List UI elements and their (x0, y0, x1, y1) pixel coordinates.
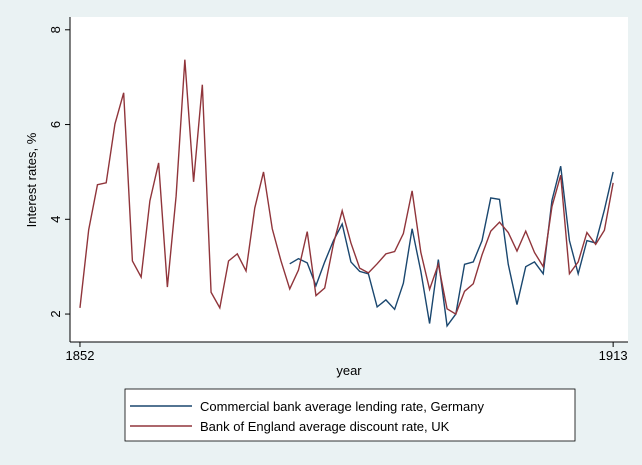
y-tick-label: 6 (48, 121, 63, 128)
series-line (79, 59, 614, 316)
series-line (289, 166, 614, 328)
y-tick-label: 2 (48, 310, 63, 317)
legend-label: Commercial bank average lending rate, Ge… (200, 399, 484, 414)
y-tick-label: 4 (48, 216, 63, 223)
x-tick-label: 1852 (66, 348, 95, 363)
legend-label: Bank of England average discount rate, U… (200, 419, 450, 434)
plot-area (70, 17, 628, 342)
x-axis-label: year (336, 363, 362, 378)
x-tick-label: 1913 (599, 348, 628, 363)
y-axis-label: Interest rates, % (24, 132, 39, 227)
legend (124, 388, 576, 442)
y-tick-label: 8 (48, 26, 63, 33)
